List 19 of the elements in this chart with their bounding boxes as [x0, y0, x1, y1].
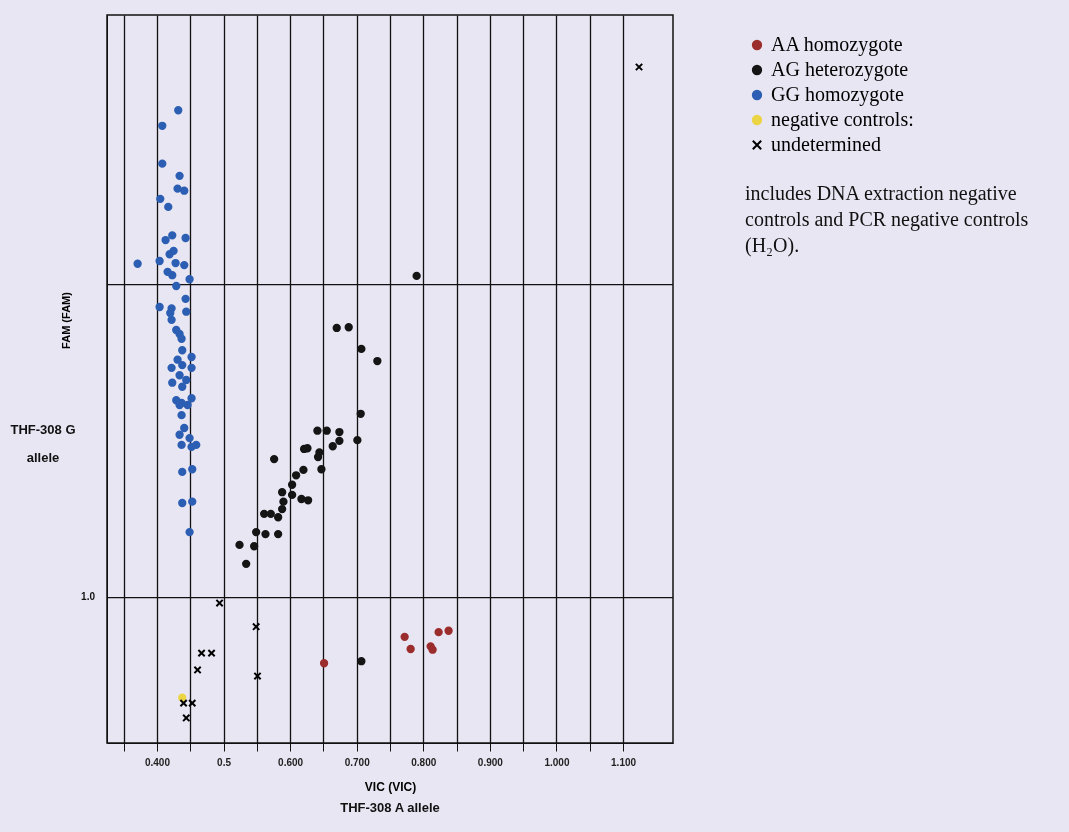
legend-label: GG homozygote	[771, 83, 904, 106]
x-tick-label: 0.700	[344, 756, 371, 768]
x-tick-label: 0.600	[278, 756, 304, 768]
legend-label: undetermined	[771, 133, 881, 155]
x-axis-title: VIC (VIC)	[364, 779, 417, 794]
text: includes DNA extraction negative controls and PCR negative controls (H₂O).	[745, 181, 1030, 258]
y-axis-title: FAM (FAM)	[59, 291, 72, 349]
x-tick-label: 1.000	[544, 756, 570, 768]
text: THF-308 A allele	[339, 800, 441, 815]
legend-label: AA homozygote	[771, 33, 903, 56]
x-tick-label: 0.5	[217, 756, 232, 768]
x-tick-label: 0.800	[411, 756, 437, 768]
x-tick-label: 0.900	[477, 756, 504, 768]
legend-label: negative controls:	[771, 108, 914, 131]
x-tick-label: 0.400	[144, 756, 171, 768]
x-tick-label: 1.100	[611, 756, 637, 768]
text: THF-308 G allele	[9, 421, 77, 467]
legend-label: AG heterozygote	[771, 58, 909, 81]
text: 1.0	[80, 591, 95, 602]
